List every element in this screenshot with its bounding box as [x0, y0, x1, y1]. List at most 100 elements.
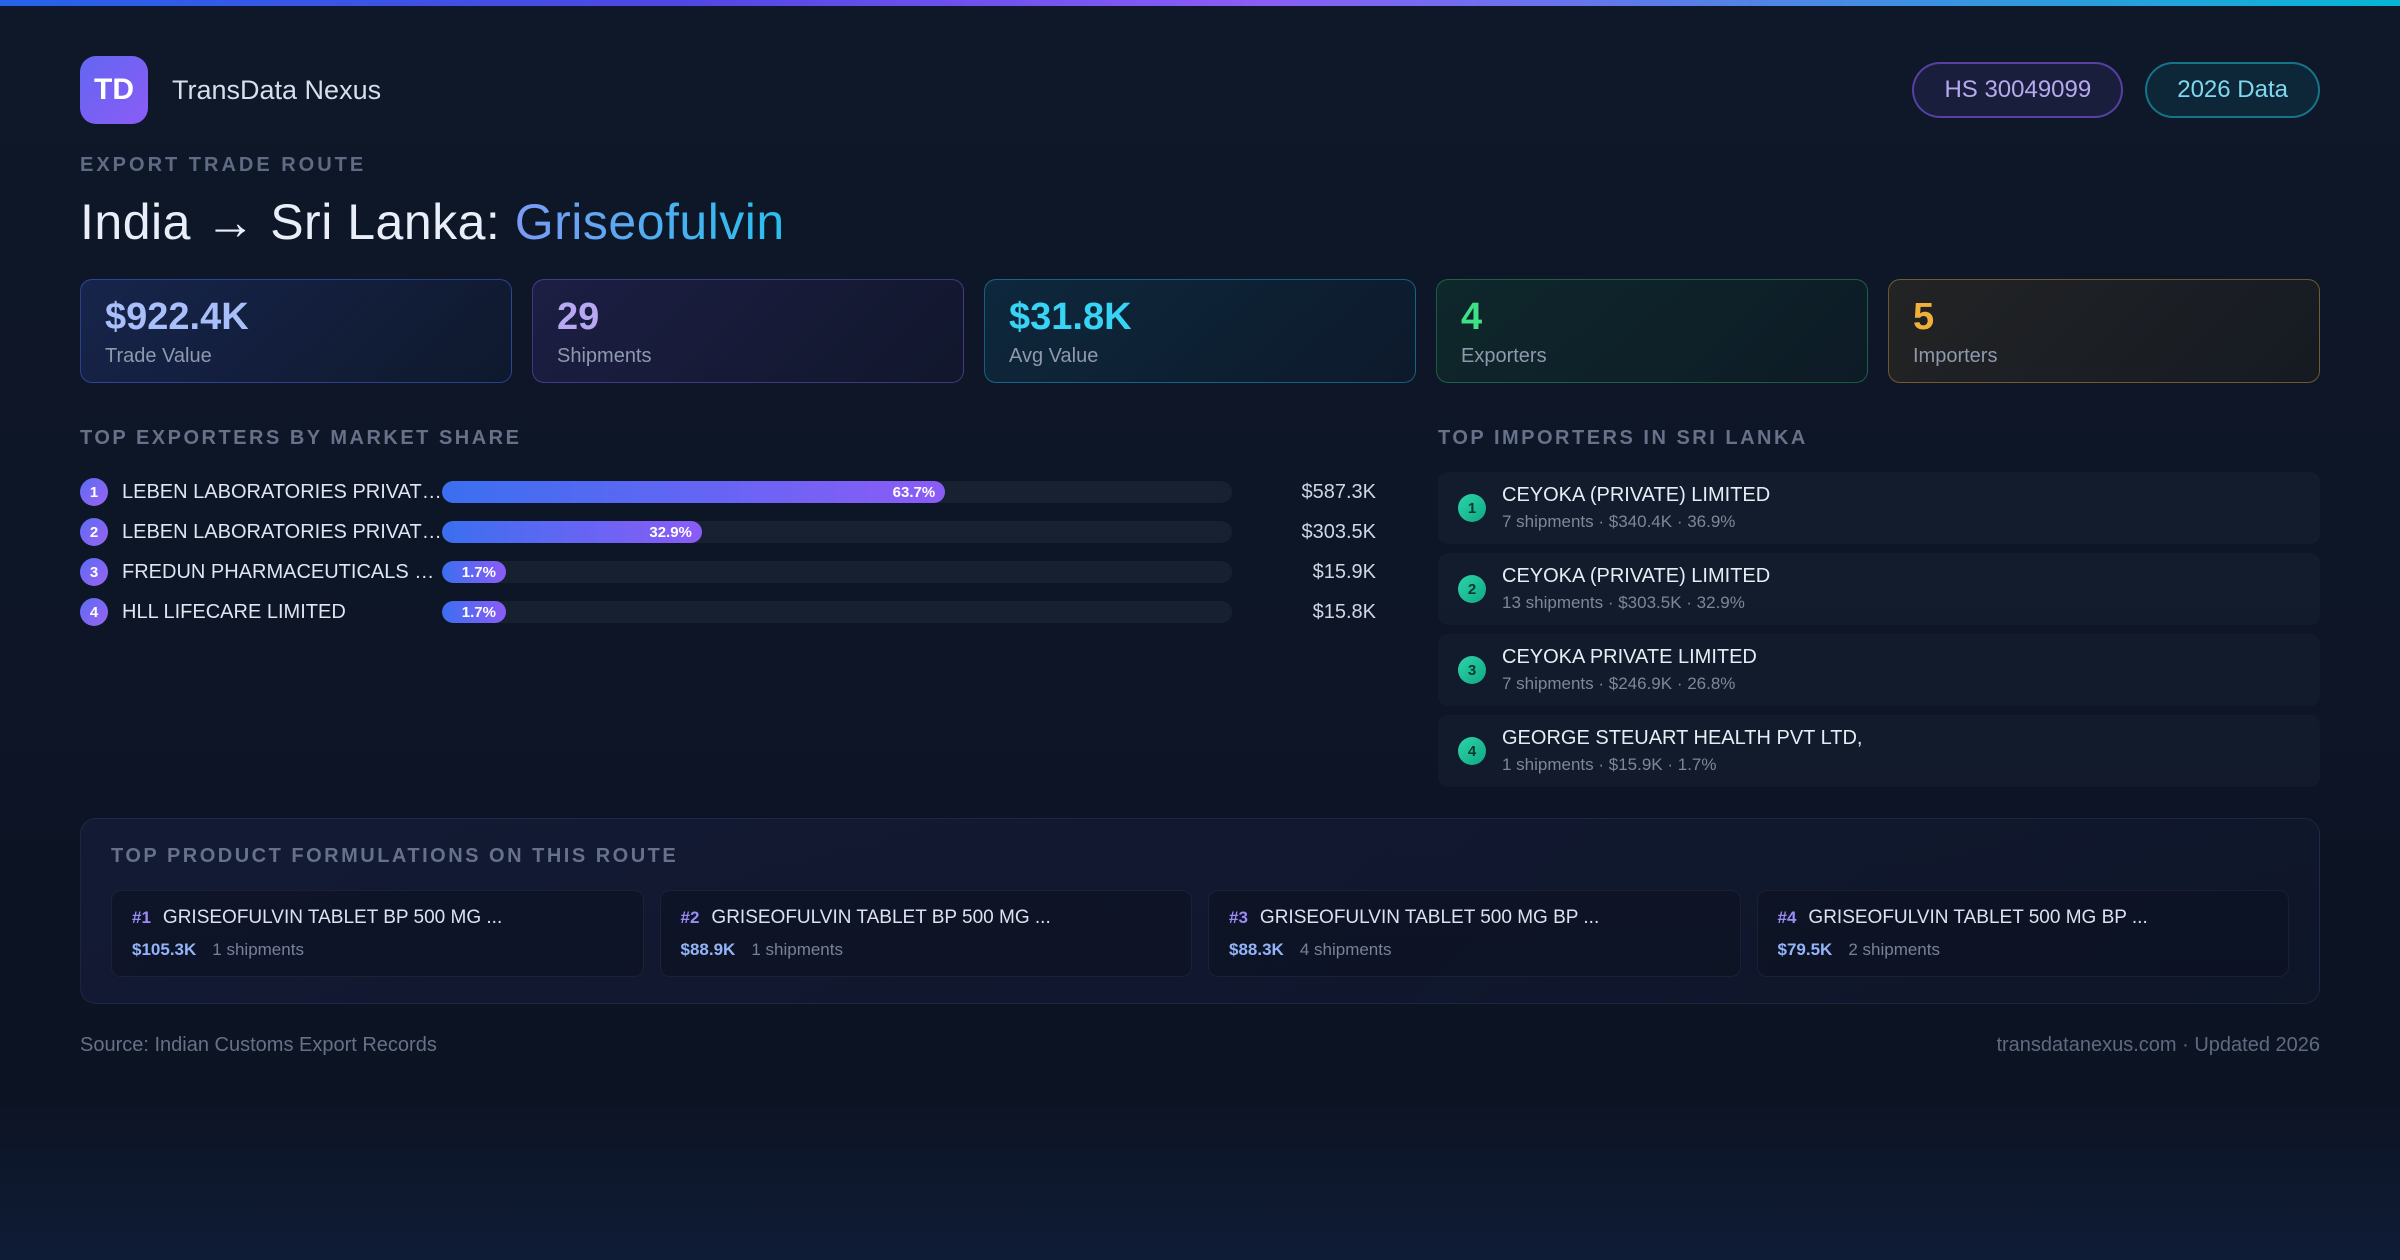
- share-percent-label: 1.7%: [461, 563, 496, 581]
- stat-value: $31.8K: [1009, 296, 1132, 338]
- market-share-bar-track: 63.7%: [442, 481, 1232, 503]
- stat-card-trade-value: $922.4K Trade Value: [80, 279, 512, 383]
- rank-badge: 1: [80, 478, 108, 506]
- formulation-stats: $88.3K 4 shipments: [1229, 940, 1720, 960]
- importer-text: CEYOKA (PRIVATE) LIMITED 7 shipments · $…: [1502, 484, 1770, 532]
- stat-card-exporters: 4 Exporters: [1436, 279, 1868, 383]
- year-badge[interactable]: 2026 Data: [2145, 61, 2320, 119]
- brand: TD TransData Nexus: [80, 56, 381, 124]
- formulation-value: $88.9K: [680, 940, 736, 959]
- exporter-row[interactable]: 3 FREDUN PHARMACEUTICALS LTD 1.7% $15.9K: [80, 552, 1376, 592]
- importer-text: GEORGE STEUART HEALTH PVT LTD, 1 shipmen…: [1502, 727, 1862, 775]
- formulation-rank: #3: [1229, 908, 1248, 927]
- importer-meta: 7 shipments · $246.9K · 26.8%: [1502, 674, 1736, 693]
- importer-list-item[interactable]: 1 CEYOKA (PRIVATE) LIMITED 7 shipments ·…: [1438, 472, 2320, 544]
- importer-list-item[interactable]: 3 CEYOKA PRIVATE LIMITED 7 shipments · $…: [1438, 634, 2320, 706]
- exporter-name: LEBEN LABORATORIES PRIVATE...: [122, 480, 442, 503]
- formulations-panel: TOP PRODUCT FORMULATIONS ON THIS ROUTE #…: [80, 818, 2320, 1004]
- formulation-stats: $79.5K 2 shipments: [1778, 940, 2269, 960]
- stat-card-avg-value: $31.8K Avg Value: [984, 279, 1416, 383]
- rank-badge: 4: [1458, 737, 1486, 765]
- stat-value: 5: [1913, 296, 1935, 338]
- stat-label: Trade Value: [105, 344, 212, 367]
- exporter-row[interactable]: 2 LEBEN LABORATORIES PRIVATE... 32.9% $3…: [80, 512, 1376, 552]
- formulation-card[interactable]: #2 GRISEOFULVIN TABLET BP 500 MG ... $88…: [659, 890, 1192, 977]
- page-title: India → Sri Lanka: Griseofulvin: [80, 193, 2320, 251]
- formulation-stats: $105.3K 1 shipments: [132, 940, 623, 960]
- formulation-shipments: 1 shipments: [212, 940, 304, 959]
- exporter-name: FREDUN PHARMACEUTICALS LTD: [122, 560, 442, 583]
- importer-list-item[interactable]: 2 CEYOKA (PRIVATE) LIMITED 13 shipments …: [1438, 553, 2320, 625]
- route-eyebrow: EXPORT TRADE ROUTE: [80, 154, 367, 176]
- exporter-name: HLL LIFECARE LIMITED: [122, 600, 346, 623]
- market-share-bar-fill: 32.9%: [442, 521, 702, 543]
- rank-badge: 3: [80, 558, 108, 586]
- page-title-prefix: India → Sri Lanka:: [80, 194, 515, 250]
- main-columns: TOP EXPORTERS BY MARKET SHARE 1 LEBEN LA…: [80, 427, 2320, 796]
- importer-text: CEYOKA PRIVATE LIMITED 7 shipments · $24…: [1502, 646, 1757, 694]
- formulation-card[interactable]: #4 GRISEOFULVIN TABLET 500 MG BP ... $79…: [1756, 890, 2289, 977]
- formulation-name: GRISEOFULVIN TABLET 500 MG BP ...: [1808, 907, 2148, 928]
- stat-label: Avg Value: [1009, 344, 1099, 367]
- data-source-text: Source: Indian Customs Export Records: [80, 1034, 437, 1056]
- rank-badge: 2: [80, 518, 108, 546]
- dashboard-page: TD TransData Nexus HS 30049099 2026 Data…: [0, 56, 2400, 1057]
- importer-meta: 1 shipments · $15.9K · 1.7%: [1502, 755, 1717, 774]
- formulation-rank: #2: [680, 908, 700, 927]
- rank-badge: 2: [1458, 575, 1486, 603]
- exporter-row[interactable]: 4 HLL LIFECARE LIMITED 1.7% $15.8K: [80, 592, 1376, 632]
- market-share-bar-fill: 1.7%: [442, 601, 506, 623]
- exporter-value: $15.8K: [1312, 600, 1376, 623]
- rank-badge: 4: [80, 598, 108, 626]
- importers-section: TOP IMPORTERS IN SRI LANKA 1 CEYOKA (PRI…: [1438, 427, 2320, 796]
- formulation-value: $105.3K: [132, 940, 197, 959]
- formulation-shipments: 2 shipments: [1848, 940, 1940, 959]
- importer-meta: 7 shipments · $340.4K · 36.9%: [1502, 512, 1736, 531]
- importer-name: CEYOKA (PRIVATE) LIMITED: [1502, 565, 1771, 587]
- market-share-bar-track: 1.7%: [442, 561, 1232, 583]
- share-percent-label: 63.7%: [892, 483, 936, 501]
- formulation-heading: #3 GRISEOFULVIN TABLET 500 MG BP ...: [1229, 907, 1720, 929]
- formulation-value: $79.5K: [1777, 940, 1833, 959]
- exporters-section: TOP EXPORTERS BY MARKET SHARE 1 LEBEN LA…: [80, 427, 1376, 796]
- brand-name: TransData Nexus: [172, 74, 382, 105]
- rank-badge: 1: [1458, 494, 1486, 522]
- top-accent-bar: [0, 0, 2400, 6]
- stat-value: 4: [1461, 296, 1483, 338]
- stat-value: 29: [557, 296, 600, 338]
- stat-value: $922.4K: [105, 296, 249, 338]
- formulation-card[interactable]: #3 GRISEOFULVIN TABLET 500 MG BP ... $88…: [1208, 890, 1741, 977]
- importer-name: GEORGE STEUART HEALTH PVT LTD,: [1502, 727, 1863, 749]
- importer-name: CEYOKA PRIVATE LIMITED: [1502, 646, 1757, 668]
- exporter-value: $15.9K: [1312, 560, 1376, 583]
- formulations-title: TOP PRODUCT FORMULATIONS ON THIS ROUTE: [111, 845, 679, 867]
- brand-logo: TD: [80, 56, 148, 124]
- site-attribution-text: transdatanexus.com · Updated 2026: [1996, 1034, 2320, 1056]
- importer-list-item[interactable]: 4 GEORGE STEUART HEALTH PVT LTD, 1 shipm…: [1438, 715, 2320, 787]
- market-share-bar-track: 32.9%: [442, 521, 1232, 543]
- stats-row: $922.4K Trade Value 29 Shipments $31.8K …: [80, 279, 2320, 383]
- rank-badge: 3: [1458, 656, 1486, 684]
- exporters-section-title: TOP EXPORTERS BY MARKET SHARE: [80, 427, 522, 449]
- formulation-name: GRISEOFULVIN TABLET BP 500 MG ...: [711, 907, 1051, 928]
- share-percent-label: 32.9%: [649, 523, 692, 541]
- formulation-name: GRISEOFULVIN TABLET 500 MG BP ...: [1259, 907, 1600, 928]
- app-header: TD TransData Nexus HS 30049099 2026 Data: [80, 56, 2320, 124]
- share-percent-label: 1.7%: [461, 603, 496, 621]
- formulation-value: $88.3K: [1229, 940, 1284, 959]
- formulation-shipments: 1 shipments: [751, 940, 843, 959]
- header-badges: HS 30049099 2026 Data: [1912, 61, 2320, 119]
- exporter-row[interactable]: 1 LEBEN LABORATORIES PRIVATE... 63.7% $5…: [80, 472, 1376, 512]
- formulation-heading: #4 GRISEOFULVIN TABLET 500 MG BP ...: [1778, 907, 2269, 929]
- importer-meta: 13 shipments · $303.5K · 32.9%: [1502, 593, 1745, 612]
- page-footer: Source: Indian Customs Export Records tr…: [80, 1034, 2320, 1057]
- page-title-product: Griseofulvin: [514, 194, 785, 250]
- importers-section-title: TOP IMPORTERS IN SRI LANKA: [1438, 427, 1808, 449]
- formulation-name: GRISEOFULVIN TABLET BP 500 MG ...: [162, 907, 503, 928]
- market-share-bar-fill: 63.7%: [442, 481, 946, 503]
- hs-code-badge[interactable]: HS 30049099: [1912, 61, 2124, 119]
- formulation-stats: $88.9K 1 shipments: [681, 940, 1172, 960]
- market-share-bar-fill: 1.7%: [442, 561, 506, 583]
- formulation-card[interactable]: #1 GRISEOFULVIN TABLET BP 500 MG ... $10…: [111, 890, 644, 977]
- formulation-cards: #1 GRISEOFULVIN TABLET BP 500 MG ... $10…: [111, 890, 2289, 977]
